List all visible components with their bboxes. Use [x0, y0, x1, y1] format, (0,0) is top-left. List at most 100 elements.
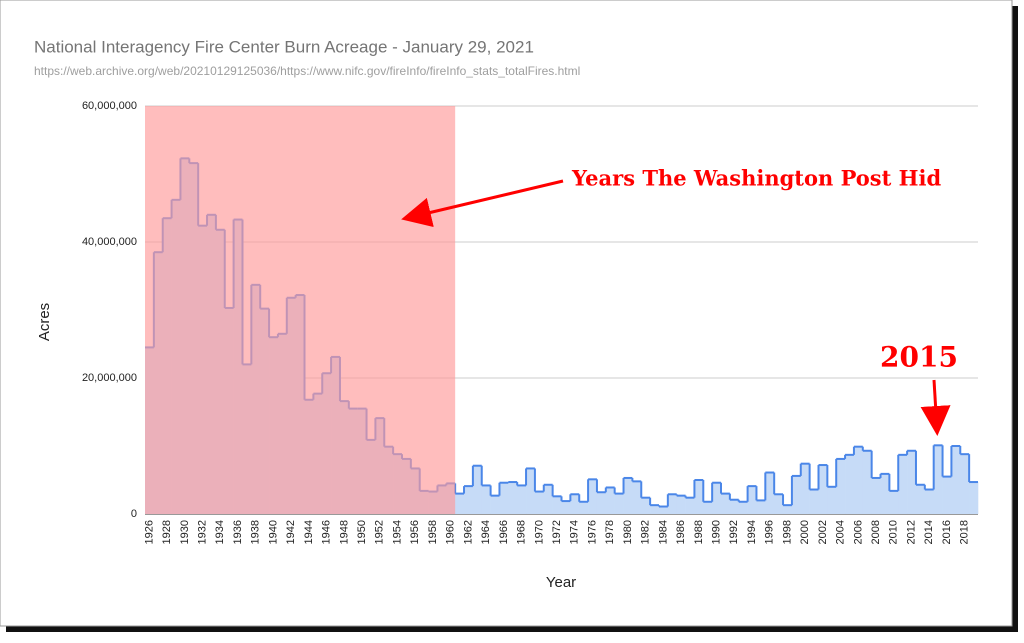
area-step — [853, 446, 864, 514]
x-tick-label: 1932 — [197, 520, 209, 544]
x-tick-label: 1956 — [409, 520, 421, 544]
x-tick-label: 2016 — [941, 520, 953, 544]
area-step — [472, 465, 483, 514]
x-tick-label: 2018 — [959, 520, 971, 544]
y-axis-label: Acres — [36, 303, 53, 341]
area-step — [676, 495, 686, 514]
x-tick-label: 1972 — [551, 520, 563, 544]
x-tick-label: 1980 — [622, 520, 634, 544]
area-step — [862, 450, 872, 514]
x-tick-label: 1958 — [427, 520, 439, 544]
x-tick-label: 1964 — [480, 520, 492, 544]
x-tick-label: 1970 — [533, 520, 545, 544]
x-tick-label: 1934 — [214, 520, 226, 544]
area-step — [499, 482, 509, 514]
y-tick-label: 60,000,000 — [82, 100, 137, 112]
x-tick-label: 1988 — [693, 520, 705, 544]
area-step — [738, 501, 748, 514]
x-tick-label: 1948 — [338, 520, 350, 544]
x-tick-label: 1982 — [640, 520, 652, 544]
x-tick-label: 2006 — [852, 520, 864, 544]
x-tick-label: 1930 — [179, 520, 191, 544]
area-step — [658, 506, 669, 514]
x-tick-label: 1938 — [250, 520, 262, 544]
area-step — [924, 489, 934, 514]
x-tick-label: 1976 — [586, 520, 598, 544]
x-tick-label: 1926 — [143, 520, 155, 544]
chart-subtitle: https://web.archive.org/web/202101291250… — [34, 64, 580, 78]
annotation-arrow — [401, 179, 564, 228]
y-tick-label: 0 — [131, 508, 137, 520]
x-tick-label: 2002 — [817, 520, 829, 544]
x-tick-label: 2014 — [923, 520, 935, 544]
area-step — [774, 494, 784, 514]
annotation: Years The Washington Post Hid — [571, 166, 941, 191]
area-step — [464, 486, 474, 514]
area-step — [632, 481, 642, 514]
x-tick-label: 1962 — [462, 520, 474, 544]
area-step — [614, 493, 624, 514]
x-tick-label: 2000 — [799, 520, 811, 544]
area-step — [526, 468, 536, 514]
area-step — [481, 485, 491, 514]
area-step — [765, 472, 775, 514]
x-tick-label: 1968 — [516, 520, 528, 544]
x-tick-label: 2012 — [905, 520, 917, 544]
area-step — [791, 475, 802, 514]
area-step — [588, 479, 598, 514]
area-step — [915, 484, 926, 514]
area-step — [800, 463, 810, 514]
x-tick-label: 2004 — [835, 520, 847, 544]
area-step — [685, 497, 695, 514]
area-step — [703, 501, 713, 514]
annotation: 2015 — [880, 341, 958, 374]
area-step — [880, 473, 890, 514]
x-tick-label: 1994 — [746, 520, 758, 544]
area-step — [783, 505, 793, 514]
area-step — [951, 446, 961, 514]
area-step — [756, 500, 766, 514]
area-step — [641, 497, 651, 514]
x-tick-label: 1990 — [710, 520, 722, 544]
x-tick-label: 1946 — [321, 520, 333, 544]
x-tick-label: 1928 — [161, 520, 173, 544]
highlight-region — [145, 106, 456, 514]
x-tick-label: 1984 — [657, 520, 669, 544]
area-step — [969, 482, 979, 514]
x-tick-label: 1978 — [604, 520, 616, 544]
x-tick-label: 1996 — [764, 520, 776, 544]
x-tick-label: 1944 — [303, 520, 315, 544]
area-step — [729, 499, 740, 514]
area-step — [561, 501, 571, 514]
area-step — [605, 487, 615, 514]
area-step — [721, 493, 731, 514]
area-step — [570, 494, 580, 514]
area-step — [694, 480, 704, 514]
x-tick-label: 1992 — [728, 520, 740, 544]
area-step — [667, 494, 678, 514]
area-step — [871, 477, 881, 514]
x-tick-label: 1952 — [374, 520, 386, 544]
x-tick-label: 2008 — [870, 520, 882, 544]
area-step — [907, 450, 917, 514]
x-tick-label: 1936 — [232, 520, 244, 544]
x-tick-label: 1998 — [781, 520, 793, 544]
area-step — [517, 485, 527, 514]
x-tick-label: 1986 — [675, 520, 687, 544]
area-step — [818, 465, 828, 514]
area-step — [508, 482, 518, 514]
area-step — [827, 486, 837, 514]
y-tick-label: 20,000,000 — [82, 372, 137, 384]
x-tick-label: 1974 — [569, 520, 581, 544]
x-tick-label: 1950 — [356, 520, 368, 544]
area-step — [942, 476, 952, 514]
area-step — [898, 454, 908, 514]
x-tick-label: 1960 — [445, 520, 457, 544]
area-step — [579, 501, 589, 514]
area-step — [534, 491, 545, 514]
chart-title: National Interagency Fire Center Burn Ac… — [34, 37, 534, 56]
area-step — [933, 445, 943, 514]
area-step — [747, 486, 757, 514]
area-step — [552, 496, 562, 514]
